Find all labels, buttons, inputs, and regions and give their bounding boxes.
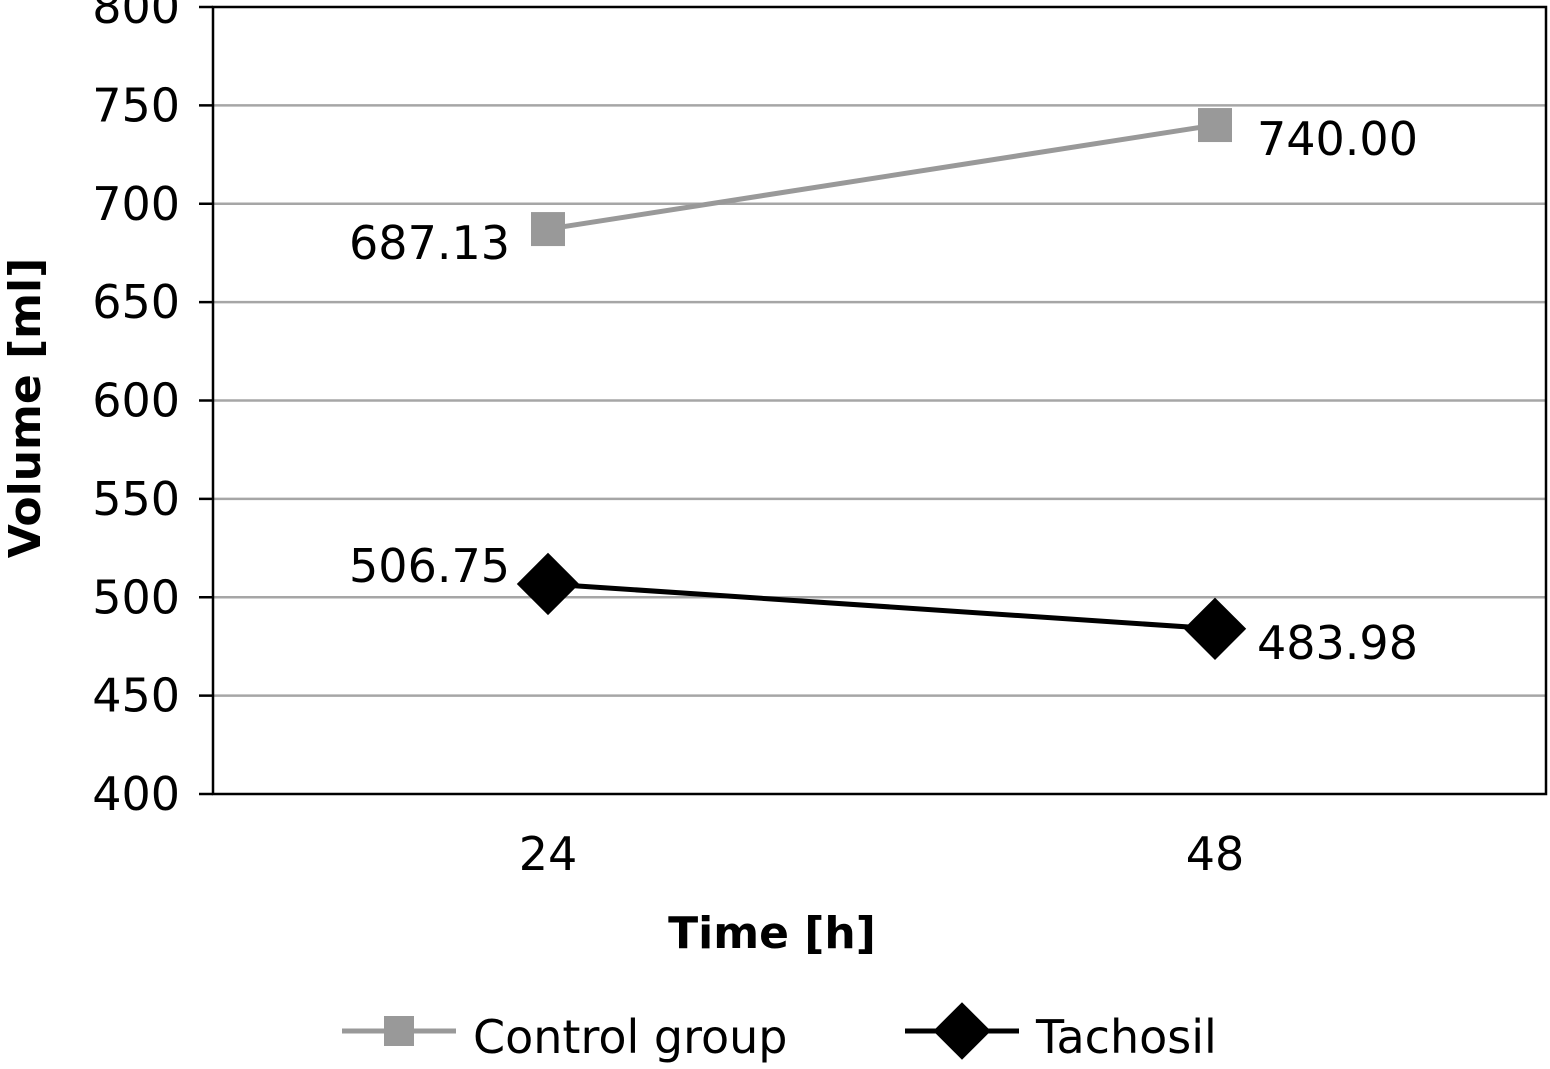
series-line-1	[547, 581, 1216, 632]
y-tick-label: 700	[92, 177, 180, 231]
legend-marker	[933, 1002, 991, 1060]
data-point-marker	[1198, 108, 1232, 143]
legend-label: Tachosil	[1035, 1010, 1217, 1064]
y-tick-label: 500	[92, 570, 180, 624]
x-tick-label: 48	[1186, 827, 1245, 881]
series-lines	[516, 108, 1247, 660]
data-label: 506.75	[349, 539, 510, 593]
legend-label: Control group	[473, 1010, 788, 1064]
y-tick-label: 550	[92, 472, 180, 526]
data-label: 740.00	[1257, 112, 1418, 166]
x-tick-label: 24	[519, 827, 578, 881]
data-point-marker	[1183, 597, 1247, 660]
y-axis-ticks: 400 450 500 550 600 650 700 750 800	[92, 0, 213, 821]
data-label: 483.98	[1257, 616, 1418, 670]
legend-item: Tachosil	[905, 1002, 1217, 1064]
y-tick-label: 400	[92, 767, 180, 821]
legend: Control group Tachosil	[342, 1002, 1217, 1064]
x-axis-ticks: 24 48	[519, 827, 1245, 881]
y-axis-title: Volume [ml]	[0, 258, 51, 558]
legend-item: Control group	[342, 1010, 788, 1064]
y-tick-label: 650	[92, 275, 180, 329]
series-line-0	[547, 122, 1216, 232]
data-point-marker	[531, 212, 565, 247]
x-axis-title: Time [h]	[668, 908, 876, 959]
y-tick-label: 750	[92, 78, 180, 132]
plot-area-frame	[211, 5, 1548, 796]
y-tick-label: 450	[92, 669, 180, 723]
data-label: 687.13	[349, 216, 510, 270]
data-labels: 687.13 740.00 506.75 483.98	[349, 112, 1418, 670]
data-point-marker	[516, 552, 580, 616]
y-tick-label: 800	[92, 0, 180, 34]
y-tick-label: 600	[92, 374, 180, 428]
gridlines	[213, 104, 1546, 697]
legend-marker	[384, 1016, 414, 1046]
